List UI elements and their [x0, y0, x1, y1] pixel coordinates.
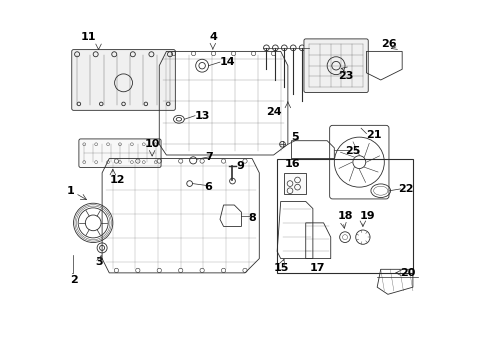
Text: 13: 13 — [195, 111, 210, 121]
Text: 22: 22 — [398, 184, 414, 194]
FancyBboxPatch shape — [79, 139, 161, 167]
Text: 19: 19 — [359, 211, 375, 221]
Text: 17: 17 — [309, 262, 325, 273]
Text: 3: 3 — [95, 257, 102, 267]
Text: 24: 24 — [267, 107, 282, 117]
Text: 4: 4 — [209, 32, 217, 42]
Text: 21: 21 — [367, 130, 382, 140]
FancyBboxPatch shape — [304, 39, 368, 93]
FancyBboxPatch shape — [284, 173, 306, 194]
Text: 20: 20 — [400, 268, 416, 278]
Text: 2: 2 — [70, 275, 78, 285]
Text: 23: 23 — [338, 71, 353, 81]
Text: 5: 5 — [292, 132, 299, 142]
Text: 14: 14 — [220, 57, 236, 67]
Text: 11: 11 — [81, 32, 96, 42]
Text: 16: 16 — [284, 159, 300, 169]
Text: 25: 25 — [345, 147, 361, 157]
FancyBboxPatch shape — [72, 50, 175, 111]
Text: 18: 18 — [338, 211, 353, 221]
Text: 6: 6 — [204, 182, 212, 192]
Text: 26: 26 — [381, 39, 396, 49]
Text: 8: 8 — [248, 212, 256, 222]
Text: 12: 12 — [109, 175, 125, 185]
Text: 9: 9 — [236, 161, 244, 171]
Text: 1: 1 — [66, 186, 74, 196]
Text: 7: 7 — [206, 152, 214, 162]
Text: 10: 10 — [145, 139, 160, 149]
Text: 15: 15 — [273, 262, 289, 273]
